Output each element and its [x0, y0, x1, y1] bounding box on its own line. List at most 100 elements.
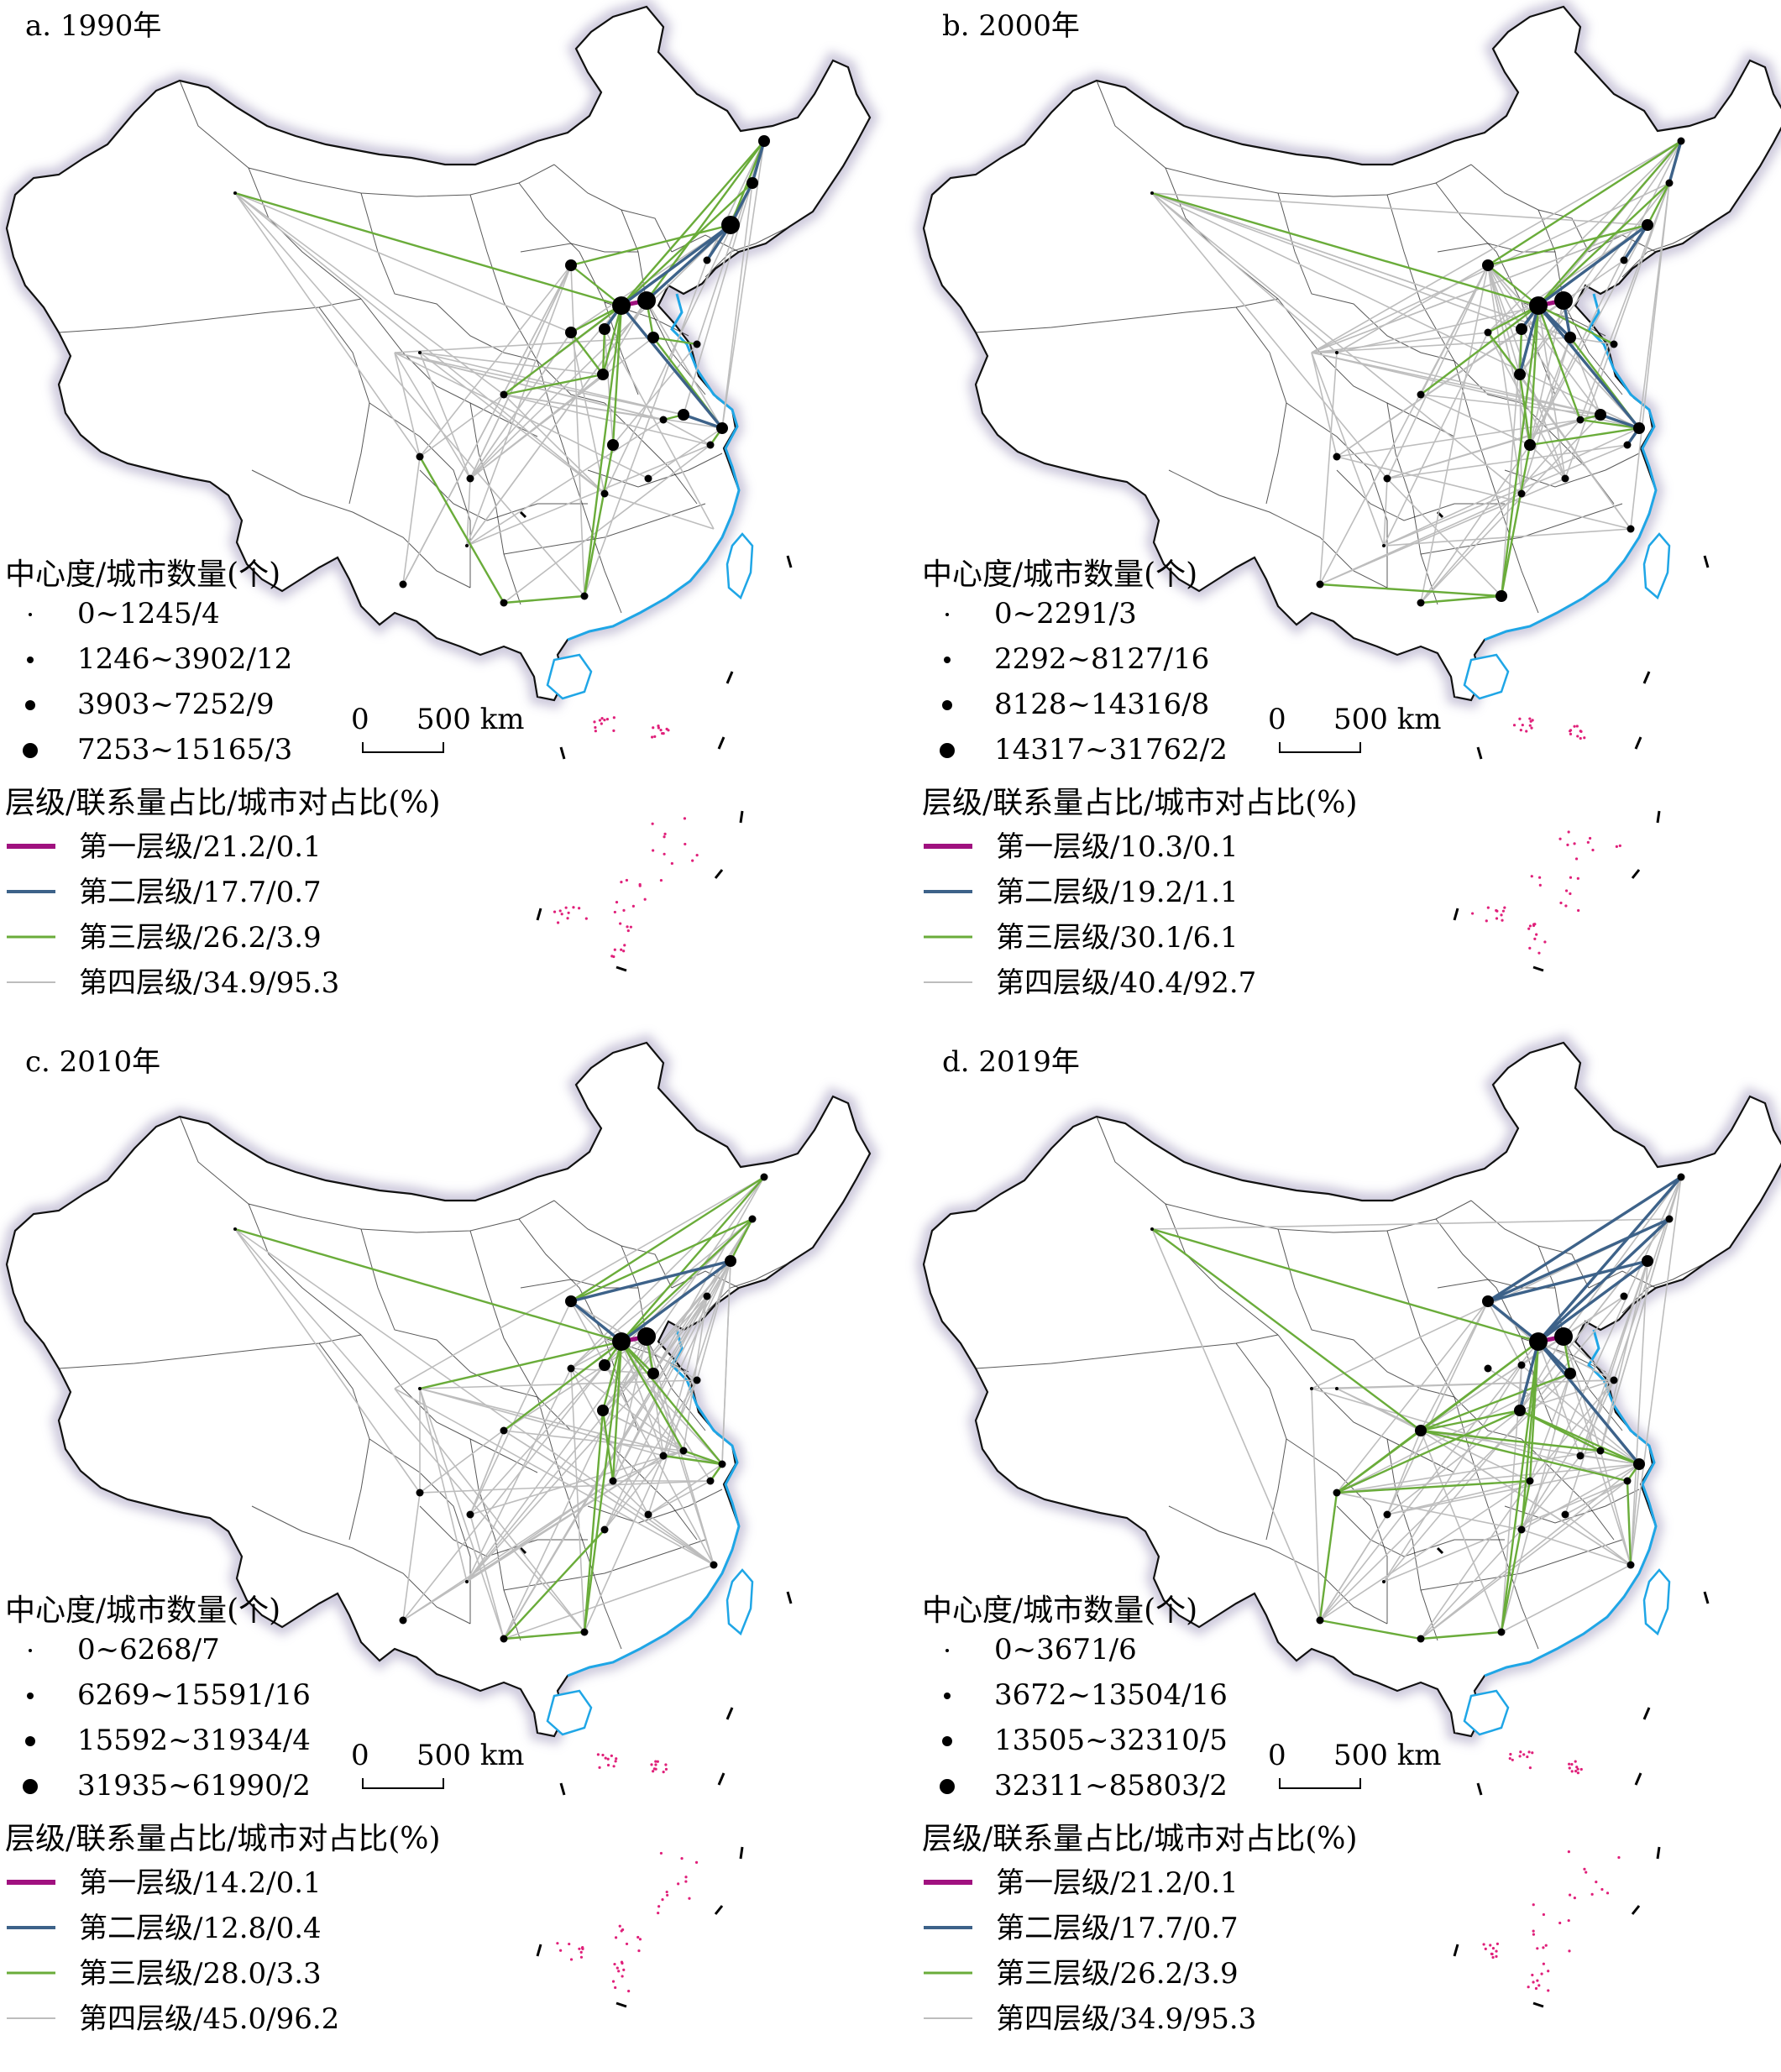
tier3-edge — [1519, 1409, 1640, 1466]
centrality-symbol — [25, 1736, 35, 1746]
scale-line — [1279, 1778, 1361, 1789]
tier3-edge — [1537, 304, 1615, 346]
maritime-boundary-mark — [717, 1772, 725, 1786]
tier4-edge — [1420, 1430, 1640, 1465]
island-dot — [1522, 1753, 1526, 1756]
city-node — [466, 474, 474, 483]
tier4-edge — [1151, 192, 1571, 338]
tier3-edge — [1420, 1409, 1521, 1432]
tier4-edge — [503, 1218, 753, 1640]
island-dot — [1512, 724, 1516, 727]
city-node — [693, 340, 701, 348]
maritime-boundary-mark — [714, 869, 724, 879]
city-node — [706, 441, 715, 449]
tier4-edge — [469, 1514, 505, 1640]
scale-bar: 0 500 km — [351, 1739, 525, 1789]
tier3-edge — [1151, 1228, 1422, 1431]
tier3-edge — [1420, 305, 1539, 395]
tier4-edge — [466, 478, 471, 547]
city-node — [599, 1359, 610, 1371]
island-dot — [1537, 1984, 1541, 1987]
island-dot — [663, 835, 666, 839]
south-china-sea-inset — [519, 510, 793, 972]
island-dot — [1583, 1867, 1586, 1871]
island-dot — [593, 720, 596, 724]
island-dot — [625, 1942, 629, 1946]
province-boundary — [251, 1505, 471, 1625]
tier4-edge — [1487, 264, 1640, 429]
island-dot — [652, 849, 655, 852]
tier3-edge — [1537, 140, 1682, 306]
island-dot — [1569, 730, 1572, 733]
tier4-edge — [469, 1450, 684, 1515]
tier3-edge — [583, 305, 623, 597]
island-dot — [1568, 1949, 1571, 1953]
tier4-edge — [1383, 444, 1628, 547]
island-dot — [626, 925, 629, 929]
province-boundary — [1168, 469, 1388, 589]
city-node — [1517, 1361, 1526, 1369]
scale-line — [362, 1778, 444, 1789]
tier4-edge — [1386, 1300, 1489, 1515]
city-node — [500, 1426, 508, 1435]
maritime-boundary-mark — [1631, 1905, 1641, 1915]
tier4-edge — [1630, 1176, 1682, 1566]
island-dot — [578, 907, 581, 910]
island-dot — [598, 1766, 601, 1769]
island-dot — [1567, 1918, 1570, 1923]
island-dot — [651, 822, 654, 825]
island-dot — [657, 1911, 660, 1915]
city-node — [599, 323, 610, 335]
tier4-edge — [234, 1228, 585, 1633]
maritime-boundary-mark — [725, 671, 734, 684]
island-dot — [695, 854, 699, 857]
tier3-edge — [570, 332, 604, 375]
province-boundary — [1277, 1334, 1455, 1473]
tier4-edge — [604, 1455, 664, 1530]
tier4-edge — [234, 192, 505, 395]
island-dot — [1575, 1766, 1579, 1769]
city-node — [1595, 409, 1606, 421]
island-dot — [618, 1924, 621, 1928]
tier3-edge — [601, 1341, 623, 1411]
island-dot — [606, 1763, 610, 1767]
island-dot — [654, 1760, 657, 1763]
island-dot — [1532, 1933, 1536, 1936]
tier4-edge — [1521, 1379, 1615, 1530]
maritime-boundary-mark — [615, 2001, 627, 2008]
tier2-edge — [1537, 1340, 1641, 1466]
province-boundary — [975, 298, 1279, 333]
centrality-symbol — [29, 1649, 32, 1652]
tier4-edge — [570, 264, 585, 597]
centrality-class-label: 2292~8127/16 — [994, 642, 1209, 676]
tier4-edge — [1151, 1218, 1670, 1230]
island-dot — [1591, 848, 1595, 852]
maritime-boundary-mark — [786, 1591, 793, 1604]
centrality-legend-title: 中心度/城市数量(个) — [922, 1593, 1197, 1628]
scale-bar: 0 500 km — [1268, 703, 1442, 753]
city-node — [233, 191, 237, 195]
city-node — [644, 1510, 652, 1519]
maritime-boundary-mark — [559, 1782, 566, 1796]
city-node — [565, 1295, 577, 1307]
panel-label: c. 2010年 — [25, 1045, 160, 1079]
tier4-edge — [1386, 1430, 1422, 1515]
network-edges — [234, 1175, 765, 1640]
tier4-edge — [503, 1430, 715, 1566]
island-dot — [566, 917, 569, 920]
tier4-edge — [1501, 1373, 1571, 1633]
tier3-edge — [583, 444, 615, 597]
centrality-legend-title: 中心度/城市数量(个) — [5, 557, 280, 592]
island-dot — [605, 718, 610, 721]
island-dot — [1530, 875, 1533, 878]
tier4-edge — [1564, 1260, 1648, 1515]
island-dot — [1528, 717, 1532, 720]
centrality-class-label: 0~6268/7 — [77, 1633, 220, 1666]
island-dot — [680, 1857, 684, 1860]
hierarchy-label: 第三层级/28.0/3.3 — [79, 1957, 322, 1991]
tier4-edge — [1630, 1463, 1640, 1566]
island-dot — [1482, 1943, 1485, 1946]
maritime-boundary-mark — [519, 1546, 527, 1555]
tier4-edge — [652, 1295, 708, 1374]
